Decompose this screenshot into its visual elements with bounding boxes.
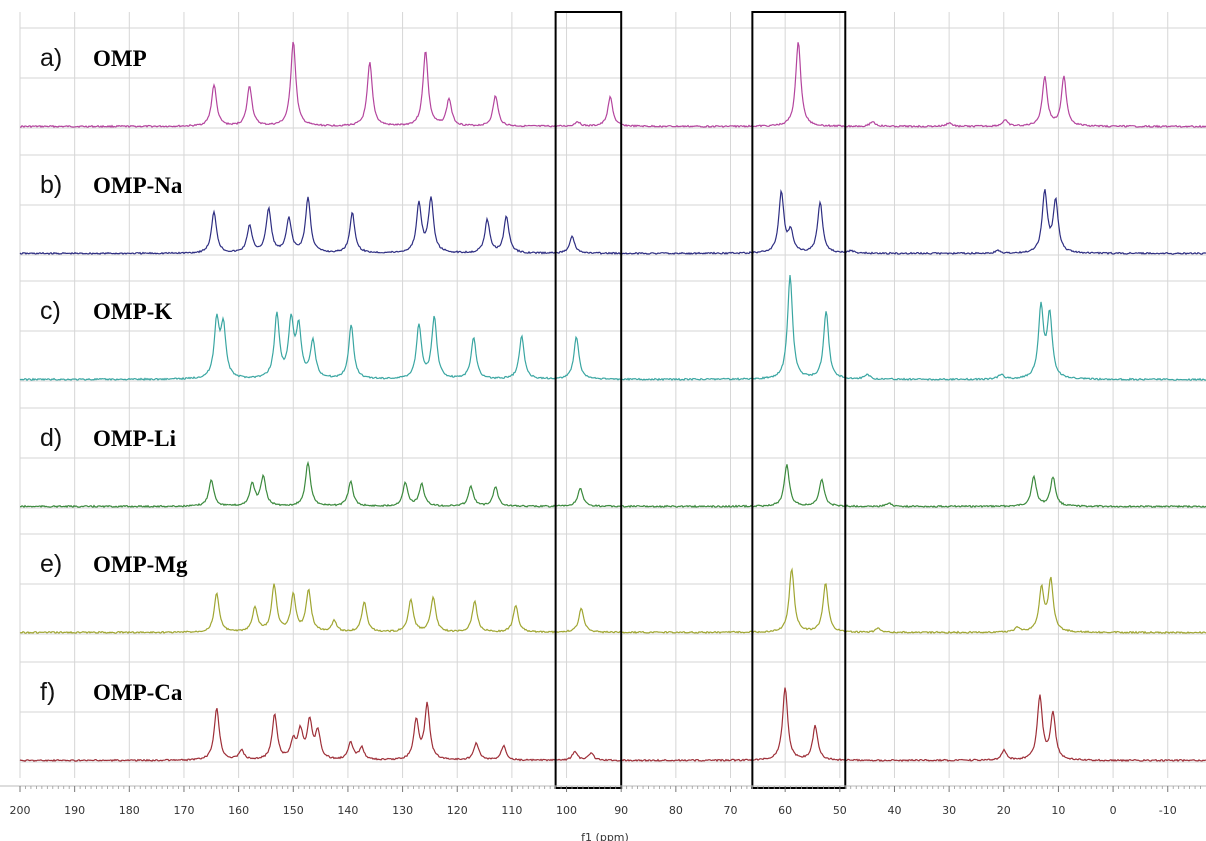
x-tick-label-0: 200 [10,804,31,817]
spectrum-line-omp [20,41,1206,129]
spectrum-letter-0: a) [40,44,62,72]
x-tick-label-21: -10 [1159,804,1177,817]
spectrum-line-omp-mg [19,567,1206,635]
x-tick-label-3: 170 [173,804,194,817]
x-tick-label-9: 110 [501,804,522,817]
spectrum-labels: a) OMP b) OMP-Na c) OMP-K d) OMP-Li e) OMP-Mg f) OM… [40,44,188,706]
x-tick-label-16: 40 [887,804,901,817]
x-tick-label-5: 150 [283,804,304,817]
spectrum-name-1: OMP-Na [93,173,183,198]
highlight-box-1 [751,11,847,789]
x-tick-label-1: 190 [64,804,85,817]
x-tick-label-17: 30 [942,804,956,817]
x-axis-title: f1 (ppm) [581,831,629,841]
spectrum-letter-1: b) [40,171,62,199]
x-tick-label-14: 60 [778,804,792,817]
spectrum-name-4: OMP-Mg [93,552,188,577]
x-tick-label-4: 160 [228,804,249,817]
x-axis: 200 190 180 170 160 150 140 130 120 110 100 90 80 70 6… [0,785,1206,817]
spectrum-name-2: OMP-K [93,299,172,324]
spectrum-letter-2: c) [40,297,61,325]
x-tick-label-8: 120 [447,804,468,817]
spectrum-line-omp-k [19,275,1206,382]
spectra [19,41,1206,763]
spectrum-letter-5: f) [40,678,55,706]
x-tick-label-13: 70 [724,804,738,817]
x-tick-label-12: 80 [669,804,683,817]
spectrum-letter-3: d) [40,424,62,452]
x-tick-label-18: 20 [997,804,1011,817]
spectrum-letter-4: e) [40,550,62,578]
grid [19,12,1206,778]
x-tick-label-20: 0 [1110,804,1117,817]
x-tick-label-11: 90 [614,804,628,817]
spectrum-line-omp-ca [19,687,1206,763]
spectrum-name-5: OMP-Ca [93,680,183,705]
spectrum-line-omp-li [19,460,1206,509]
x-tick-label-19: 10 [1051,804,1065,817]
x-tick-label-7: 130 [392,804,413,817]
x-tick-label-15: 50 [833,804,847,817]
spectrum-name-0: OMP [93,46,147,71]
x-tick-label-2: 180 [119,804,140,817]
x-tick-label-10: 100 [556,804,577,817]
x-tick-label-6: 140 [337,804,358,817]
spectrum-name-3: OMP-Li [93,426,177,451]
spectrum-line-omp-na [19,189,1206,256]
